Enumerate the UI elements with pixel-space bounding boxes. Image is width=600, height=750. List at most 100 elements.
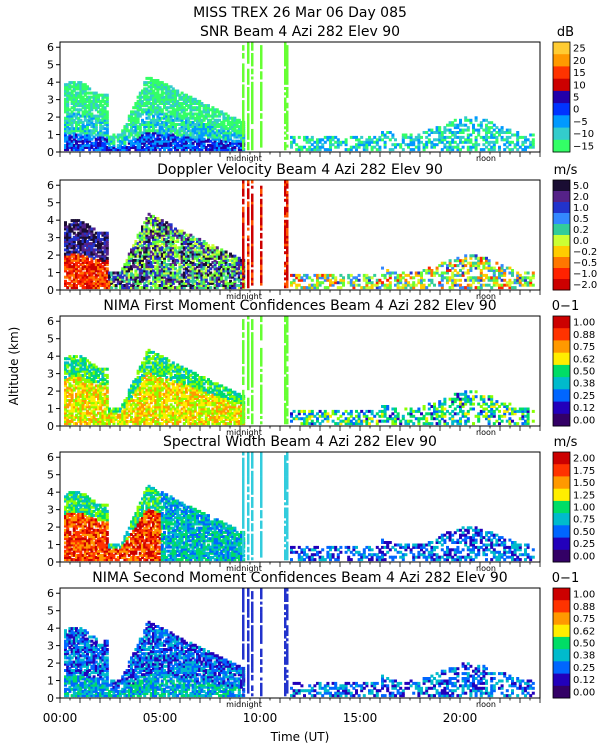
- echo-cell: [422, 283, 426, 287]
- echo-cell: [66, 380, 70, 384]
- echo-cell: [134, 106, 138, 110]
- echo-cell: [72, 112, 76, 116]
- echo-cell: [167, 235, 171, 239]
- echo-cell: [251, 53, 254, 56]
- echo-cell: [399, 281, 403, 285]
- echo-cell: [193, 108, 197, 112]
- echo-cell: [459, 123, 462, 127]
- echo-cell: [204, 112, 208, 116]
- echo-cell: [143, 131, 147, 135]
- echo-cell: [127, 148, 131, 152]
- echo-cell: [132, 250, 136, 254]
- echo-cell: [83, 248, 87, 252]
- echo-cell: [138, 123, 142, 126]
- echo-cell: [145, 225, 149, 229]
- echo-cell: [218, 279, 221, 283]
- echo-cell: [114, 271, 118, 275]
- echo-cell: [490, 148, 494, 152]
- echo-cell: [64, 137, 67, 141]
- echo-cell: [99, 141, 103, 145]
- echo-cell: [79, 85, 83, 89]
- echo-cell: [147, 265, 151, 269]
- echo-cell: [178, 137, 182, 141]
- echo-cell: [79, 104, 83, 108]
- echo-cell: [90, 237, 94, 241]
- echo-cell: [127, 135, 131, 139]
- echo-cell: [132, 120, 136, 124]
- echo-cell: [94, 261, 98, 264]
- echo-cell: [388, 283, 392, 287]
- echo-cell: [110, 148, 114, 152]
- echo-cell: [141, 137, 144, 141]
- echo-cell: [222, 112, 226, 116]
- echo-cell: [145, 104, 149, 108]
- echo-cell: [103, 95, 107, 99]
- echo-cell: [251, 63, 254, 67]
- echo-cell: [200, 265, 204, 269]
- echo-cell: [425, 269, 429, 272]
- echo-cell: [119, 133, 122, 137]
- echo-cell: [101, 233, 105, 237]
- echo-cell: [198, 254, 202, 258]
- echo-cell: [92, 127, 96, 131]
- echo-cell: [66, 83, 70, 87]
- echo-cell: [127, 139, 131, 143]
- echo-cell: [116, 277, 120, 281]
- echo-cell: [200, 129, 204, 133]
- echo-cell: [92, 269, 96, 273]
- echo-cell: [459, 273, 462, 277]
- echo-cell: [448, 264, 452, 268]
- echo-cell: [134, 120, 138, 124]
- echo-cell: [156, 284, 160, 287]
- echo-cell: [531, 138, 535, 142]
- echo-cell: [103, 263, 107, 267]
- echo-cell: [401, 271, 405, 275]
- echo-cell: [152, 79, 155, 82]
- echo-cell: [105, 116, 109, 120]
- echo-cell: [81, 246, 85, 250]
- echo-cell: [242, 76, 245, 80]
- echo-cell: [237, 271, 241, 275]
- echo-cell: [66, 104, 70, 108]
- echo-cell: [88, 87, 92, 91]
- echo-cell: [435, 271, 439, 275]
- echo-cell: [64, 413, 67, 417]
- echo-cell: [456, 259, 460, 263]
- echo-cell: [156, 116, 160, 120]
- echo-cell: [75, 267, 78, 271]
- echo-cell: [138, 114, 142, 118]
- echo-cell: [141, 102, 144, 105]
- echo-cell: [516, 135, 520, 139]
- echo-cell: [284, 285, 287, 289]
- echo-cell: [251, 45, 254, 49]
- echo-cell: [141, 261, 144, 264]
- echo-cell: [451, 138, 455, 142]
- echo-cell: [370, 138, 374, 142]
- echo-cell: [169, 141, 173, 145]
- echo-cell: [145, 273, 149, 277]
- echo-cell: [68, 139, 72, 143]
- echo-cell: [176, 269, 180, 273]
- echo-cell: [176, 258, 180, 262]
- echo-cell: [72, 227, 76, 231]
- echo-cell: [218, 267, 221, 271]
- echo-cell: [492, 273, 496, 277]
- echo-cell: [105, 281, 109, 285]
- echo-cell: [479, 261, 483, 265]
- echo-cell: [420, 135, 423, 139]
- echo-cell: [407, 143, 410, 147]
- echo-cell: [521, 140, 525, 144]
- echo-cell: [185, 258, 188, 262]
- echo-cell: [286, 235, 289, 239]
- echo-cell: [171, 252, 175, 256]
- echo-cell: [70, 102, 74, 105]
- echo-cell: [189, 248, 193, 252]
- echo-cell: [342, 281, 345, 285]
- echo-cell: [75, 371, 78, 375]
- echo-cell: [171, 129, 175, 133]
- echo-cell: [105, 131, 109, 135]
- echo-cell: [92, 275, 96, 279]
- echo-cell: [178, 112, 182, 116]
- echo-cell: [158, 286, 162, 290]
- echo-cell: [154, 231, 158, 235]
